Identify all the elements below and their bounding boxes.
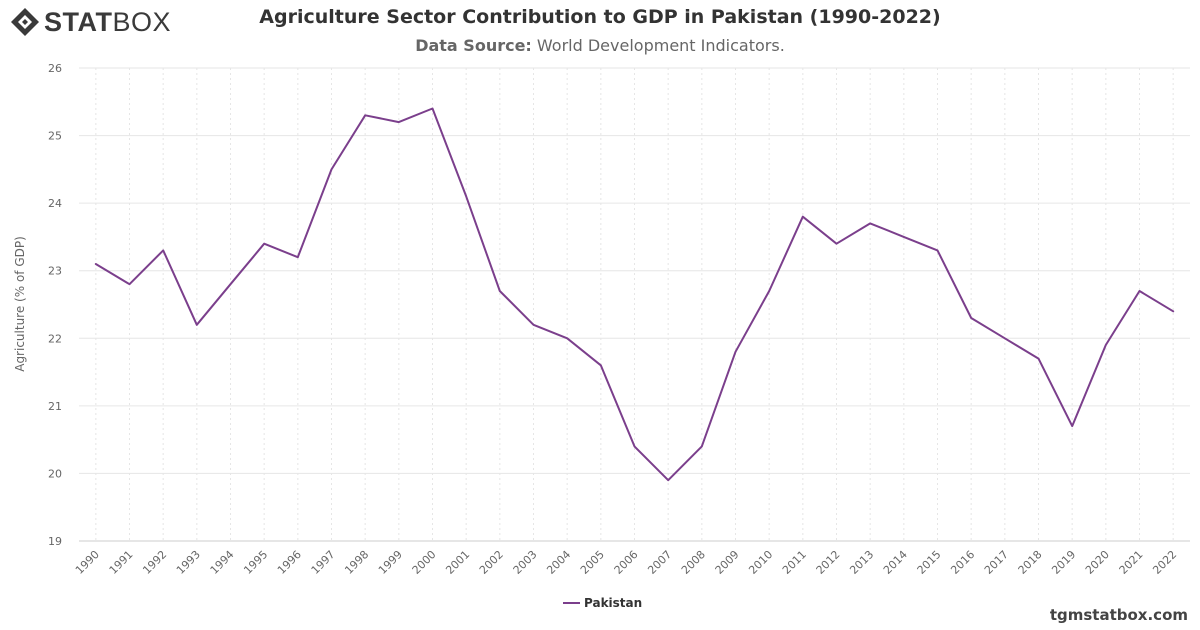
chart-subtitle: Data Source: World Development Indicator… bbox=[0, 36, 1200, 55]
data-point[interactable] bbox=[867, 220, 873, 226]
data-point[interactable] bbox=[968, 315, 974, 321]
x-tick-label: 2014 bbox=[881, 548, 910, 577]
data-source-value: World Development Indicators. bbox=[536, 36, 785, 55]
y-tick-label: 24 bbox=[48, 197, 62, 210]
data-point[interactable] bbox=[901, 234, 907, 240]
data-point[interactable] bbox=[329, 166, 335, 172]
x-tick-label: 2006 bbox=[612, 548, 641, 577]
data-point[interactable] bbox=[935, 247, 941, 253]
y-tick-label: 19 bbox=[48, 535, 62, 548]
data-point[interactable] bbox=[194, 322, 200, 328]
chart-title: Agriculture Sector Contribution to GDP i… bbox=[259, 6, 941, 28]
x-tick-label: 1992 bbox=[140, 548, 169, 577]
data-point[interactable] bbox=[531, 322, 537, 328]
data-point[interactable] bbox=[430, 106, 436, 112]
x-tick-label: 2004 bbox=[544, 548, 573, 577]
data-point[interactable] bbox=[497, 288, 503, 294]
chart-series bbox=[93, 106, 1176, 483]
data-point[interactable] bbox=[665, 477, 671, 483]
data-point[interactable] bbox=[1002, 335, 1008, 341]
logo-text-bold: STAT bbox=[44, 7, 113, 37]
data-point[interactable] bbox=[800, 214, 806, 220]
x-tick-label: 2017 bbox=[982, 548, 1011, 577]
x-tick-label: 1994 bbox=[208, 548, 237, 577]
x-tick-label: 1997 bbox=[309, 548, 338, 577]
y-axis-ticks: 19 20 21 22 23 24 25 26 bbox=[48, 62, 62, 548]
y-tick-label: 22 bbox=[48, 332, 62, 345]
x-tick-label: 2021 bbox=[1117, 548, 1146, 577]
x-tick-label: 2001 bbox=[443, 548, 472, 577]
data-point[interactable] bbox=[1137, 288, 1143, 294]
x-tick-label: 1996 bbox=[275, 548, 304, 577]
x-tick-label: 1990 bbox=[73, 548, 102, 577]
data-point[interactable] bbox=[160, 247, 166, 253]
data-point[interactable] bbox=[362, 112, 368, 118]
x-tick-label: 2002 bbox=[477, 548, 506, 577]
chart-legend[interactable]: Pakistan bbox=[563, 596, 642, 610]
chart-x-gridlines bbox=[95, 68, 1174, 541]
x-tick-label: 2018 bbox=[1016, 548, 1045, 577]
y-tick-label: 21 bbox=[48, 400, 62, 413]
x-tick-label: 2000 bbox=[410, 548, 439, 577]
data-point[interactable] bbox=[295, 254, 301, 260]
data-source-label: Data Source: bbox=[415, 36, 532, 55]
data-point[interactable] bbox=[699, 443, 705, 449]
y-tick-label: 25 bbox=[48, 130, 62, 143]
data-point[interactable] bbox=[228, 281, 234, 287]
data-point[interactable] bbox=[463, 193, 469, 199]
data-point[interactable] bbox=[564, 335, 570, 341]
x-tick-label: 2020 bbox=[1083, 548, 1112, 577]
statbox-logo-icon bbox=[11, 8, 39, 36]
data-point[interactable] bbox=[1036, 356, 1042, 362]
x-tick-label: 2007 bbox=[645, 548, 674, 577]
footer-site-link[interactable]: tgmstatbox.com bbox=[1049, 606, 1188, 624]
x-tick-label: 2010 bbox=[746, 548, 775, 577]
y-tick-label: 20 bbox=[48, 467, 62, 480]
data-point[interactable] bbox=[93, 261, 99, 267]
x-tick-label: 2013 bbox=[847, 548, 876, 577]
x-tick-label: 2003 bbox=[511, 548, 540, 577]
series-line-pakistan bbox=[94, 107, 1175, 482]
x-axis-ticks: 1990 1991 1992 1993 1994 1995 1996 1997 1998 1999… bbox=[73, 548, 1179, 577]
data-point[interactable] bbox=[1069, 423, 1075, 429]
data-point[interactable] bbox=[1103, 342, 1109, 348]
data-point[interactable] bbox=[261, 241, 267, 247]
x-tick-label: 1993 bbox=[174, 548, 203, 577]
logo-wordmark: STATBOX bbox=[44, 7, 171, 37]
statbox-logo[interactable]: STATBOX bbox=[10, 6, 171, 38]
y-axis-label: Agriculture (% of GDP) bbox=[13, 236, 27, 372]
y-tick-label: 23 bbox=[48, 265, 62, 278]
data-point[interactable] bbox=[733, 349, 739, 355]
y-tick-label: 26 bbox=[48, 62, 62, 75]
x-tick-label: 2015 bbox=[915, 548, 944, 577]
x-tick-label: 1998 bbox=[342, 548, 371, 577]
data-point[interactable] bbox=[1170, 308, 1176, 314]
x-tick-label: 2012 bbox=[814, 548, 843, 577]
x-tick-label: 1991 bbox=[107, 548, 136, 577]
data-point[interactable] bbox=[834, 241, 840, 247]
x-tick-label: 2011 bbox=[780, 548, 809, 577]
x-tick-label: 2016 bbox=[948, 548, 977, 577]
x-tick-label: 1999 bbox=[376, 548, 405, 577]
x-tick-label: 1995 bbox=[241, 548, 270, 577]
x-tick-label: 2008 bbox=[679, 548, 708, 577]
x-tick-label: 2009 bbox=[713, 548, 742, 577]
data-point[interactable] bbox=[766, 288, 772, 294]
logo-text-light: BOX bbox=[112, 7, 172, 37]
data-point[interactable] bbox=[127, 281, 133, 287]
x-tick-label: 2022 bbox=[1150, 548, 1179, 577]
data-point[interactable] bbox=[598, 362, 604, 368]
data-point[interactable] bbox=[632, 443, 638, 449]
data-point[interactable] bbox=[396, 119, 402, 125]
legend-label-pakistan: Pakistan bbox=[584, 596, 642, 610]
x-tick-label: 2005 bbox=[578, 548, 607, 577]
x-tick-label: 2019 bbox=[1049, 548, 1078, 577]
